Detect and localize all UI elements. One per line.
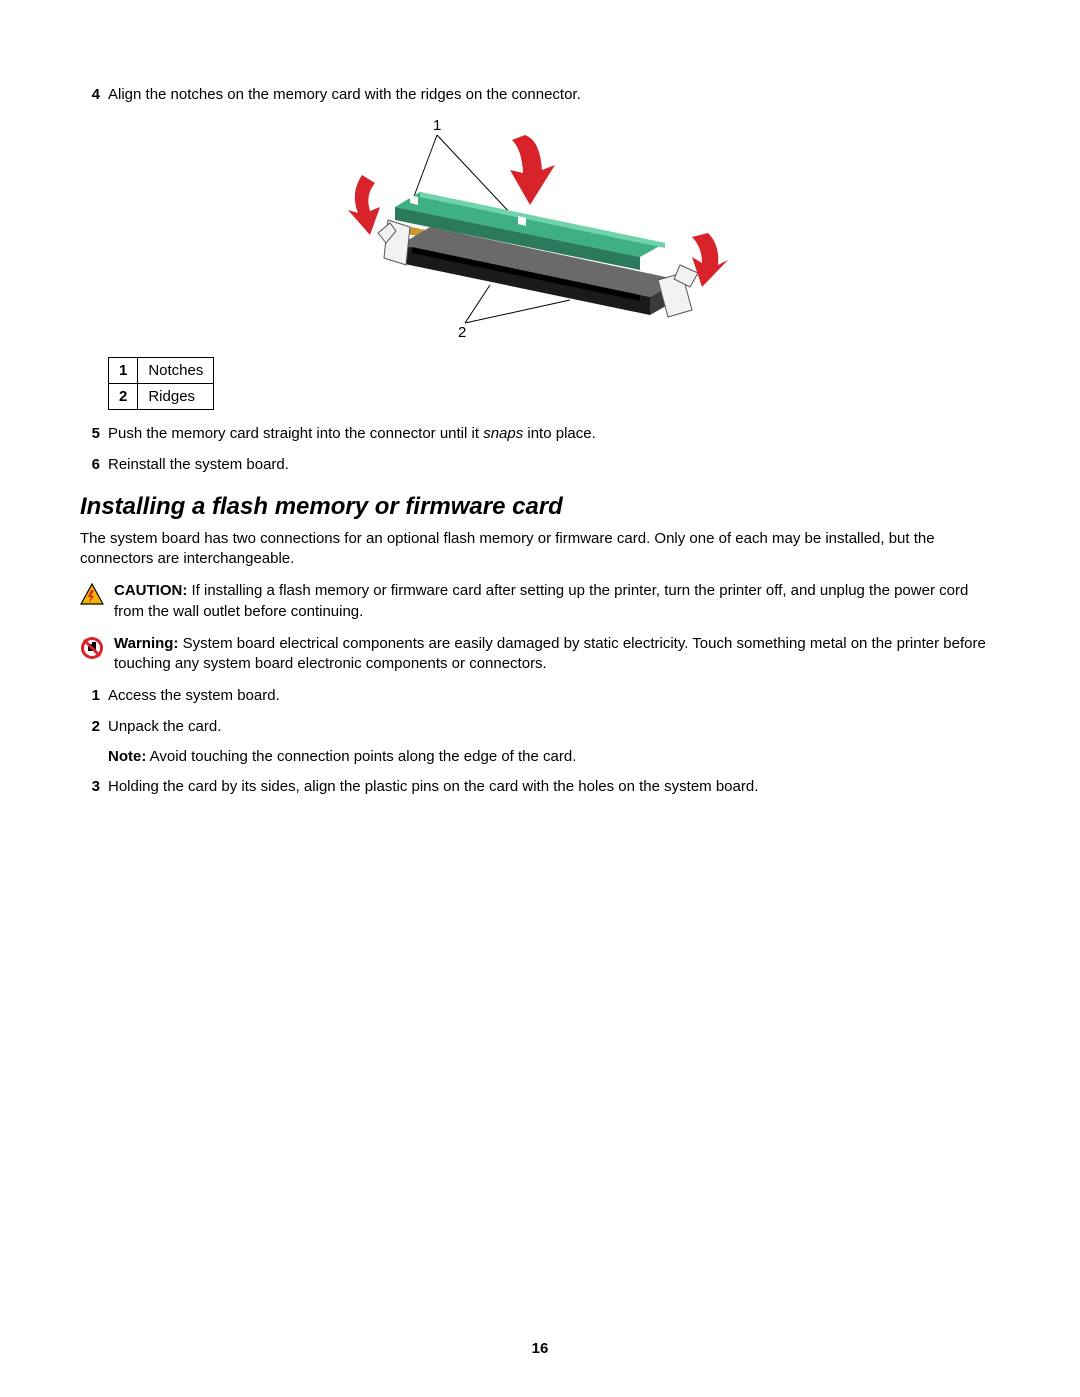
legend-table: 1 Notches 2 Ridges	[108, 357, 214, 410]
table-row: 2 Ridges	[109, 384, 214, 410]
step-1b: 1 Access the system board.	[80, 686, 1000, 706]
step-text: Access the system board.	[108, 686, 1000, 706]
step-note: Note: Avoid touching the connection poin…	[108, 747, 1000, 767]
svg-text:1: 1	[433, 117, 441, 134]
warning-block: Warning: System board electrical compone…	[80, 634, 1000, 675]
warning-text: Warning: System board electrical compone…	[114, 634, 1000, 675]
arrow-down-icon	[510, 135, 555, 205]
step-3b: 3 Holding the card by its sides, align t…	[80, 777, 1000, 797]
legend-label: Ridges	[138, 384, 214, 410]
diagram-svg: 1	[340, 115, 740, 345]
step-text: Unpack the card. Note: Avoid touching th…	[108, 717, 1000, 768]
warning-icon	[80, 636, 108, 666]
legend-num: 1	[109, 358, 138, 384]
step-text: Holding the card by its sides, align the…	[108, 777, 1000, 797]
step-5: 5 Push the memory card straight into the…	[80, 424, 1000, 444]
memory-card-diagram: 1	[80, 115, 1000, 345]
right-clip	[658, 265, 698, 317]
caution-block: CAUTION: If installing a flash memory or…	[80, 581, 1000, 622]
section-intro: The system board has two connections for…	[80, 529, 1000, 570]
step-number: 3	[80, 777, 100, 797]
step-4: 4 Align the notches on the memory card w…	[80, 85, 1000, 105]
step-number: 6	[80, 455, 100, 475]
table-row: 1 Notches	[109, 358, 214, 384]
step-number: 1	[80, 686, 100, 706]
caution-icon	[80, 583, 108, 611]
legend-num: 2	[109, 384, 138, 410]
step-6: 6 Reinstall the system board.	[80, 455, 1000, 475]
arrow-left-icon	[348, 175, 380, 235]
legend-label: Notches	[138, 358, 214, 384]
step-number: 5	[80, 424, 100, 444]
page-number: 16	[0, 1340, 1080, 1357]
arrow-right-icon	[692, 233, 728, 287]
step-number: 4	[80, 85, 100, 105]
step-2b: 2 Unpack the card. Note: Avoid touching …	[80, 717, 1000, 768]
left-clip	[378, 220, 410, 265]
svg-text:2: 2	[458, 324, 466, 341]
caution-text: CAUTION: If installing a flash memory or…	[114, 581, 1000, 622]
step-text: Reinstall the system board.	[108, 455, 1000, 475]
step-text: Align the notches on the memory card wit…	[108, 85, 1000, 105]
step-text: Push the memory card straight into the c…	[108, 424, 1000, 444]
step-number: 2	[80, 717, 100, 768]
section-heading: Installing a flash memory or firmware ca…	[80, 493, 1000, 521]
